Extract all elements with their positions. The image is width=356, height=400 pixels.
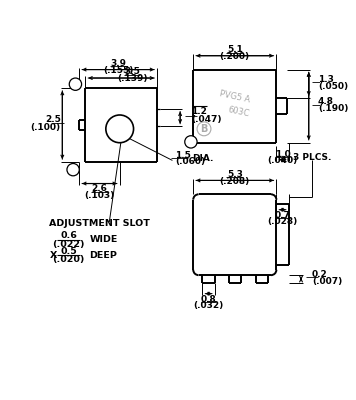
Text: 4.8: 4.8 (318, 97, 334, 106)
Text: (.103): (.103) (84, 190, 115, 200)
Text: (.208): (.208) (220, 177, 250, 186)
Text: 1.2: 1.2 (191, 107, 207, 116)
Text: 0.2: 0.2 (312, 270, 328, 279)
Text: DEEP: DEEP (89, 251, 117, 260)
Text: 3.9: 3.9 (110, 59, 126, 68)
Text: (.020): (.020) (52, 255, 85, 264)
Text: 2: 2 (188, 137, 194, 146)
Text: (.155): (.155) (103, 66, 134, 75)
Text: 1.5: 1.5 (176, 150, 192, 160)
Text: 0.7: 0.7 (274, 210, 290, 220)
Circle shape (197, 122, 211, 136)
Text: 3.5: 3.5 (124, 67, 140, 76)
Text: (.032): (.032) (194, 301, 224, 310)
Text: (.028): (.028) (267, 217, 298, 226)
Text: ADJUSTMENT SLOT: ADJUSTMENT SLOT (49, 219, 150, 228)
Text: 1.3: 1.3 (318, 75, 334, 84)
Text: (.040): (.040) (267, 156, 298, 165)
Text: (.060): (.060) (176, 157, 206, 166)
Text: PVG5 A: PVG5 A (219, 89, 251, 104)
Text: X: X (50, 251, 58, 260)
Text: 0.5: 0.5 (60, 247, 77, 256)
Text: 3 PLCS.: 3 PLCS. (293, 153, 331, 162)
Text: (.139): (.139) (117, 74, 147, 83)
Text: (.190): (.190) (318, 104, 348, 113)
Text: 1.0: 1.0 (275, 150, 290, 159)
Text: (.022): (.022) (52, 240, 85, 249)
Text: 0.8: 0.8 (201, 294, 216, 304)
Text: 5.3: 5.3 (227, 170, 243, 179)
Text: 603C: 603C (227, 106, 250, 119)
Text: (.007): (.007) (312, 277, 342, 286)
Circle shape (185, 136, 197, 148)
Text: 5.1: 5.1 (227, 45, 243, 54)
Text: (.200): (.200) (220, 52, 250, 61)
Text: (.100): (.100) (31, 123, 61, 132)
Text: WIDE: WIDE (89, 235, 117, 244)
Text: 2.5: 2.5 (45, 115, 61, 124)
Text: 3: 3 (70, 165, 76, 174)
Circle shape (67, 164, 79, 176)
Circle shape (106, 115, 134, 143)
Text: B: B (200, 124, 208, 134)
Text: DIA.: DIA. (193, 154, 214, 163)
Text: 2.6: 2.6 (91, 184, 108, 194)
Text: 1: 1 (73, 80, 78, 89)
Text: 0.6: 0.6 (60, 231, 77, 240)
Text: (.050): (.050) (318, 82, 348, 91)
Text: (.047): (.047) (191, 115, 221, 124)
Circle shape (69, 78, 82, 90)
